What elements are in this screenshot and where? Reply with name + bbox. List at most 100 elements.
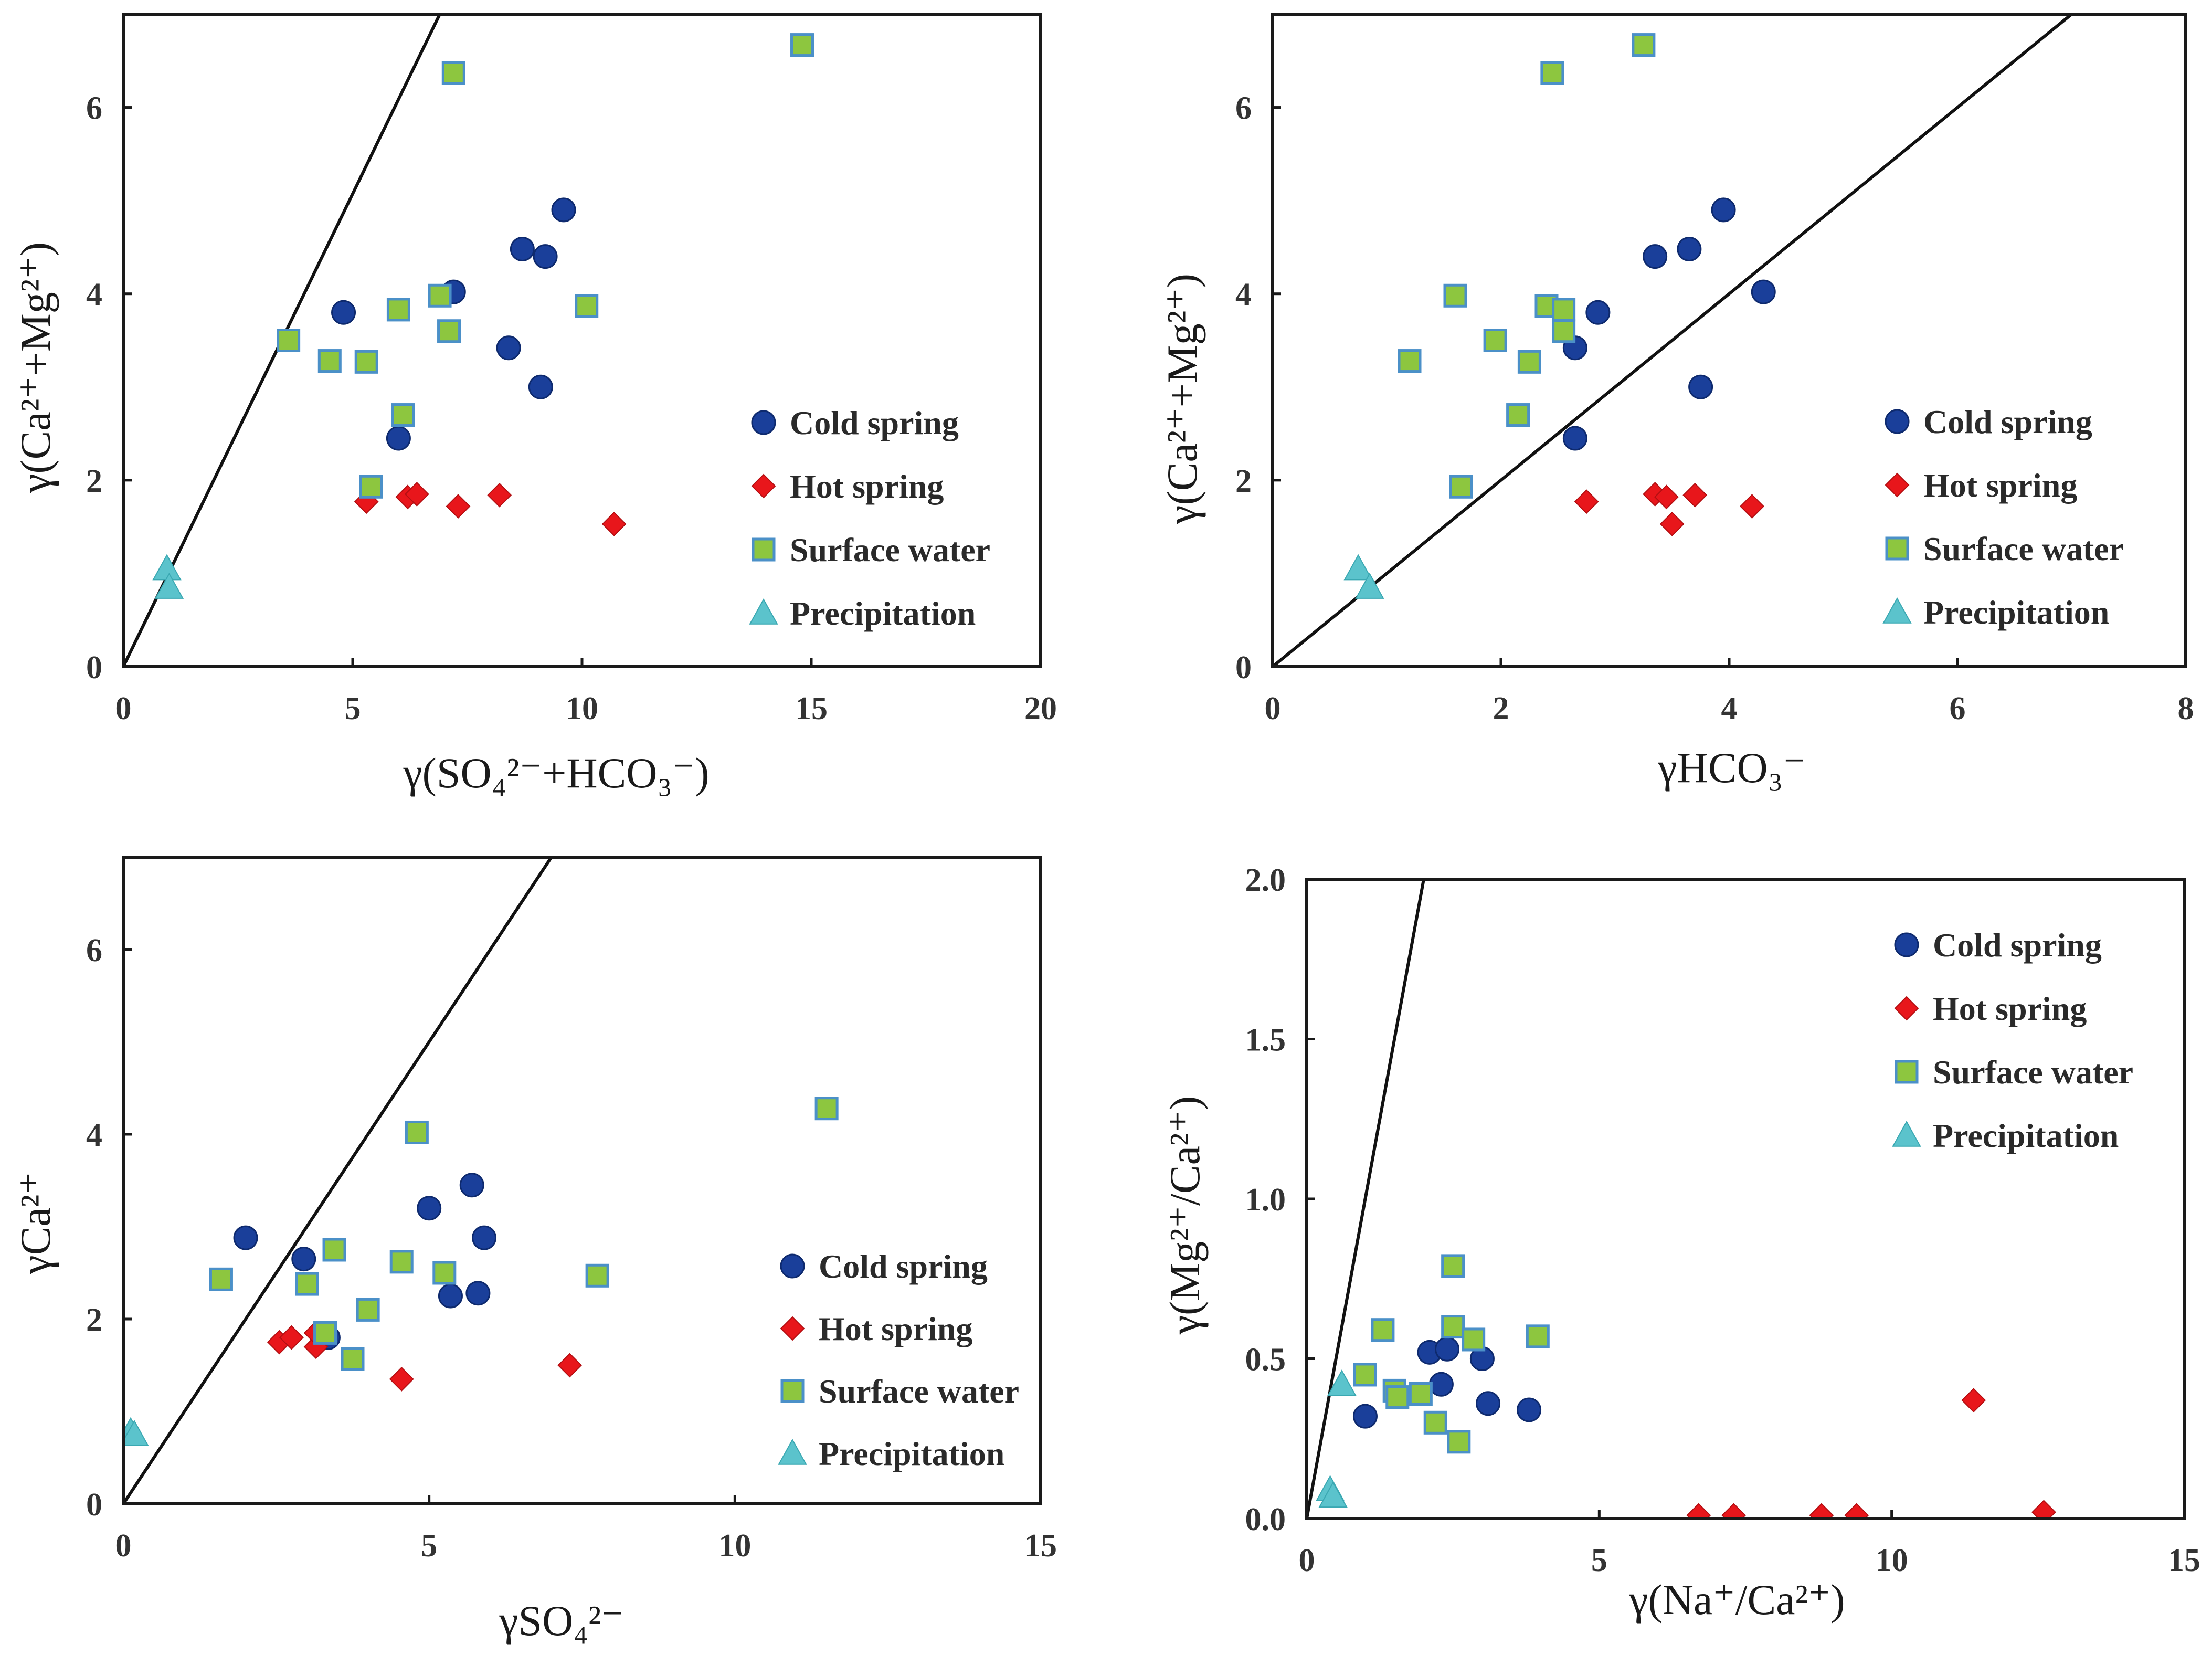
y-axis-label: γ(Ca²⁺+Mg²⁺) <box>12 242 59 493</box>
axes-frame <box>1271 13 2187 668</box>
legend-marker-surface-water <box>1895 1060 1919 1084</box>
x-tick-label: 15 <box>1024 1528 1057 1564</box>
legend-marker-hot-spring <box>1885 472 1910 498</box>
legend-label: Precipitation <box>1933 1117 2119 1154</box>
point-cold-spring <box>1476 1391 1501 1416</box>
point-precipitation <box>1327 1369 1357 1396</box>
point-surface-water <box>585 1263 609 1288</box>
point-surface-water <box>356 1298 380 1322</box>
x-tick-label: 0 <box>115 1528 132 1564</box>
point-cold-spring <box>551 197 576 223</box>
point-hot-spring <box>404 482 429 507</box>
x-axis-label: γSO₄²⁻ <box>499 1597 624 1645</box>
point-cold-spring <box>510 236 535 261</box>
panel-3-ca-vs-so4: 0 5 10 15 0 2 4 6 γSO₄²⁻ γCa²⁺ Cold spring Hot … <box>12 856 1057 1645</box>
legend-item-surface-water: Surface water <box>752 531 990 568</box>
series-precipitation <box>152 554 184 599</box>
point-surface-water <box>386 298 410 322</box>
x-tick-label: 8 <box>2178 691 2194 726</box>
x-ticks: 0 5 10 15 <box>1299 1510 2200 1578</box>
point-surface-water <box>1423 1410 1447 1435</box>
legend-marker-precipitation <box>1892 1120 1921 1147</box>
series-precipitation <box>1343 554 1384 599</box>
series-precipitation <box>123 1417 149 1446</box>
point-surface-water <box>322 1238 346 1262</box>
legend-item-hot-spring: Hot spring <box>1885 467 2077 504</box>
point-surface-water <box>790 33 814 57</box>
legend-item-cold-spring: Cold spring <box>1894 926 2102 964</box>
point-surface-water <box>1353 1363 1377 1387</box>
point-cold-spring <box>472 1225 497 1250</box>
legend-item-surface-water: Surface water <box>1895 1053 2133 1091</box>
y-tick-label: 4 <box>1235 277 1252 313</box>
point-surface-water <box>441 61 465 85</box>
x-tick-label: 15 <box>795 691 828 726</box>
point-surface-water <box>1552 298 1576 322</box>
point-surface-water <box>405 1120 429 1144</box>
legend-label: Precipitation <box>1923 594 2109 631</box>
series-surface-water <box>1398 33 1656 499</box>
point-cold-spring <box>1517 1397 1542 1422</box>
legend-marker-precipitation <box>749 598 778 625</box>
legend-item-surface-water: Surface water <box>780 1373 1019 1410</box>
legend-marker-precipitation <box>1882 597 1912 624</box>
point-cold-spring <box>1751 279 1776 304</box>
y-ticks: 0 2 4 6 <box>86 91 132 686</box>
point-surface-water <box>1441 1254 1465 1278</box>
point-cold-spring <box>417 1196 442 1221</box>
legend-label: Cold spring <box>790 404 959 441</box>
legend-label: Hot spring <box>1923 467 2077 504</box>
legend-label: Cold spring <box>1933 926 2102 964</box>
x-tick-label: 5 <box>1591 1543 1607 1578</box>
point-surface-water <box>1632 33 1656 57</box>
x-tick-label: 4 <box>1721 691 1738 726</box>
point-precipitation <box>1355 573 1384 599</box>
point-cold-spring <box>291 1247 316 1272</box>
legend-label: Surface water <box>819 1373 1019 1410</box>
point-hot-spring <box>1809 1503 1834 1519</box>
point-hot-spring <box>1721 1503 1747 1519</box>
plot-area <box>123 14 814 667</box>
y-tick-label: 4 <box>86 1118 102 1153</box>
y-tick-label: 6 <box>86 91 102 127</box>
point-hot-spring <box>1654 484 1679 510</box>
legend-item-hot-spring: Hot spring <box>751 468 944 505</box>
point-surface-water <box>437 319 461 343</box>
legend-marker-surface-water <box>780 1379 805 1403</box>
panel-2-ca-mg-vs-hco3: 0 2 4 6 8 0 2 4 6 γHCO₃⁻ γ(Ca²⁺+Mg²⁺) Cold spri… <box>1158 13 2194 792</box>
legend-item-cold-spring: Cold spring <box>751 404 959 441</box>
point-surface-water <box>1398 349 1422 373</box>
point-surface-water <box>295 1272 319 1296</box>
legend: Cold spring Hot spring Surface water Precip… <box>778 1248 1019 1472</box>
series-surface-water <box>277 33 814 499</box>
series-surface-water <box>209 1097 839 1371</box>
legend-marker-hot-spring <box>751 473 776 499</box>
point-surface-water <box>1552 319 1576 343</box>
plot-area <box>1307 879 2056 1519</box>
legend-marker-surface-water <box>752 537 776 562</box>
reference-line <box>1273 14 2073 667</box>
point-cold-spring <box>459 1173 484 1198</box>
point-cold-spring <box>496 335 521 361</box>
y-tick-label: 6 <box>1235 91 1252 127</box>
x-axis-label: γ(Na⁺/Ca²⁺) <box>1628 1576 1845 1624</box>
reference-line <box>123 857 553 1504</box>
point-cold-spring <box>1585 300 1611 325</box>
point-cold-spring <box>233 1225 258 1250</box>
legend-label: Precipitation <box>790 595 976 632</box>
y-tick-label: 6 <box>86 933 102 968</box>
point-surface-water <box>354 350 378 374</box>
y-tick-label: 4 <box>86 277 102 313</box>
y-tick-label: 0.5 <box>1245 1342 1286 1378</box>
point-hot-spring <box>1961 1388 1986 1413</box>
point-hot-spring <box>487 482 512 508</box>
legend-label: Surface water <box>1933 1053 2133 1091</box>
legend-marker-hot-spring <box>1894 996 1919 1021</box>
legend-item-cold-spring: Cold spring <box>780 1248 988 1285</box>
legend-item-surface-water: Surface water <box>1885 530 2124 567</box>
legend-label: Surface water <box>1923 530 2124 567</box>
axes-frame <box>122 856 1042 1505</box>
point-cold-spring <box>1352 1404 1378 1429</box>
legend-item-precipitation: Precipitation <box>778 1435 1004 1472</box>
